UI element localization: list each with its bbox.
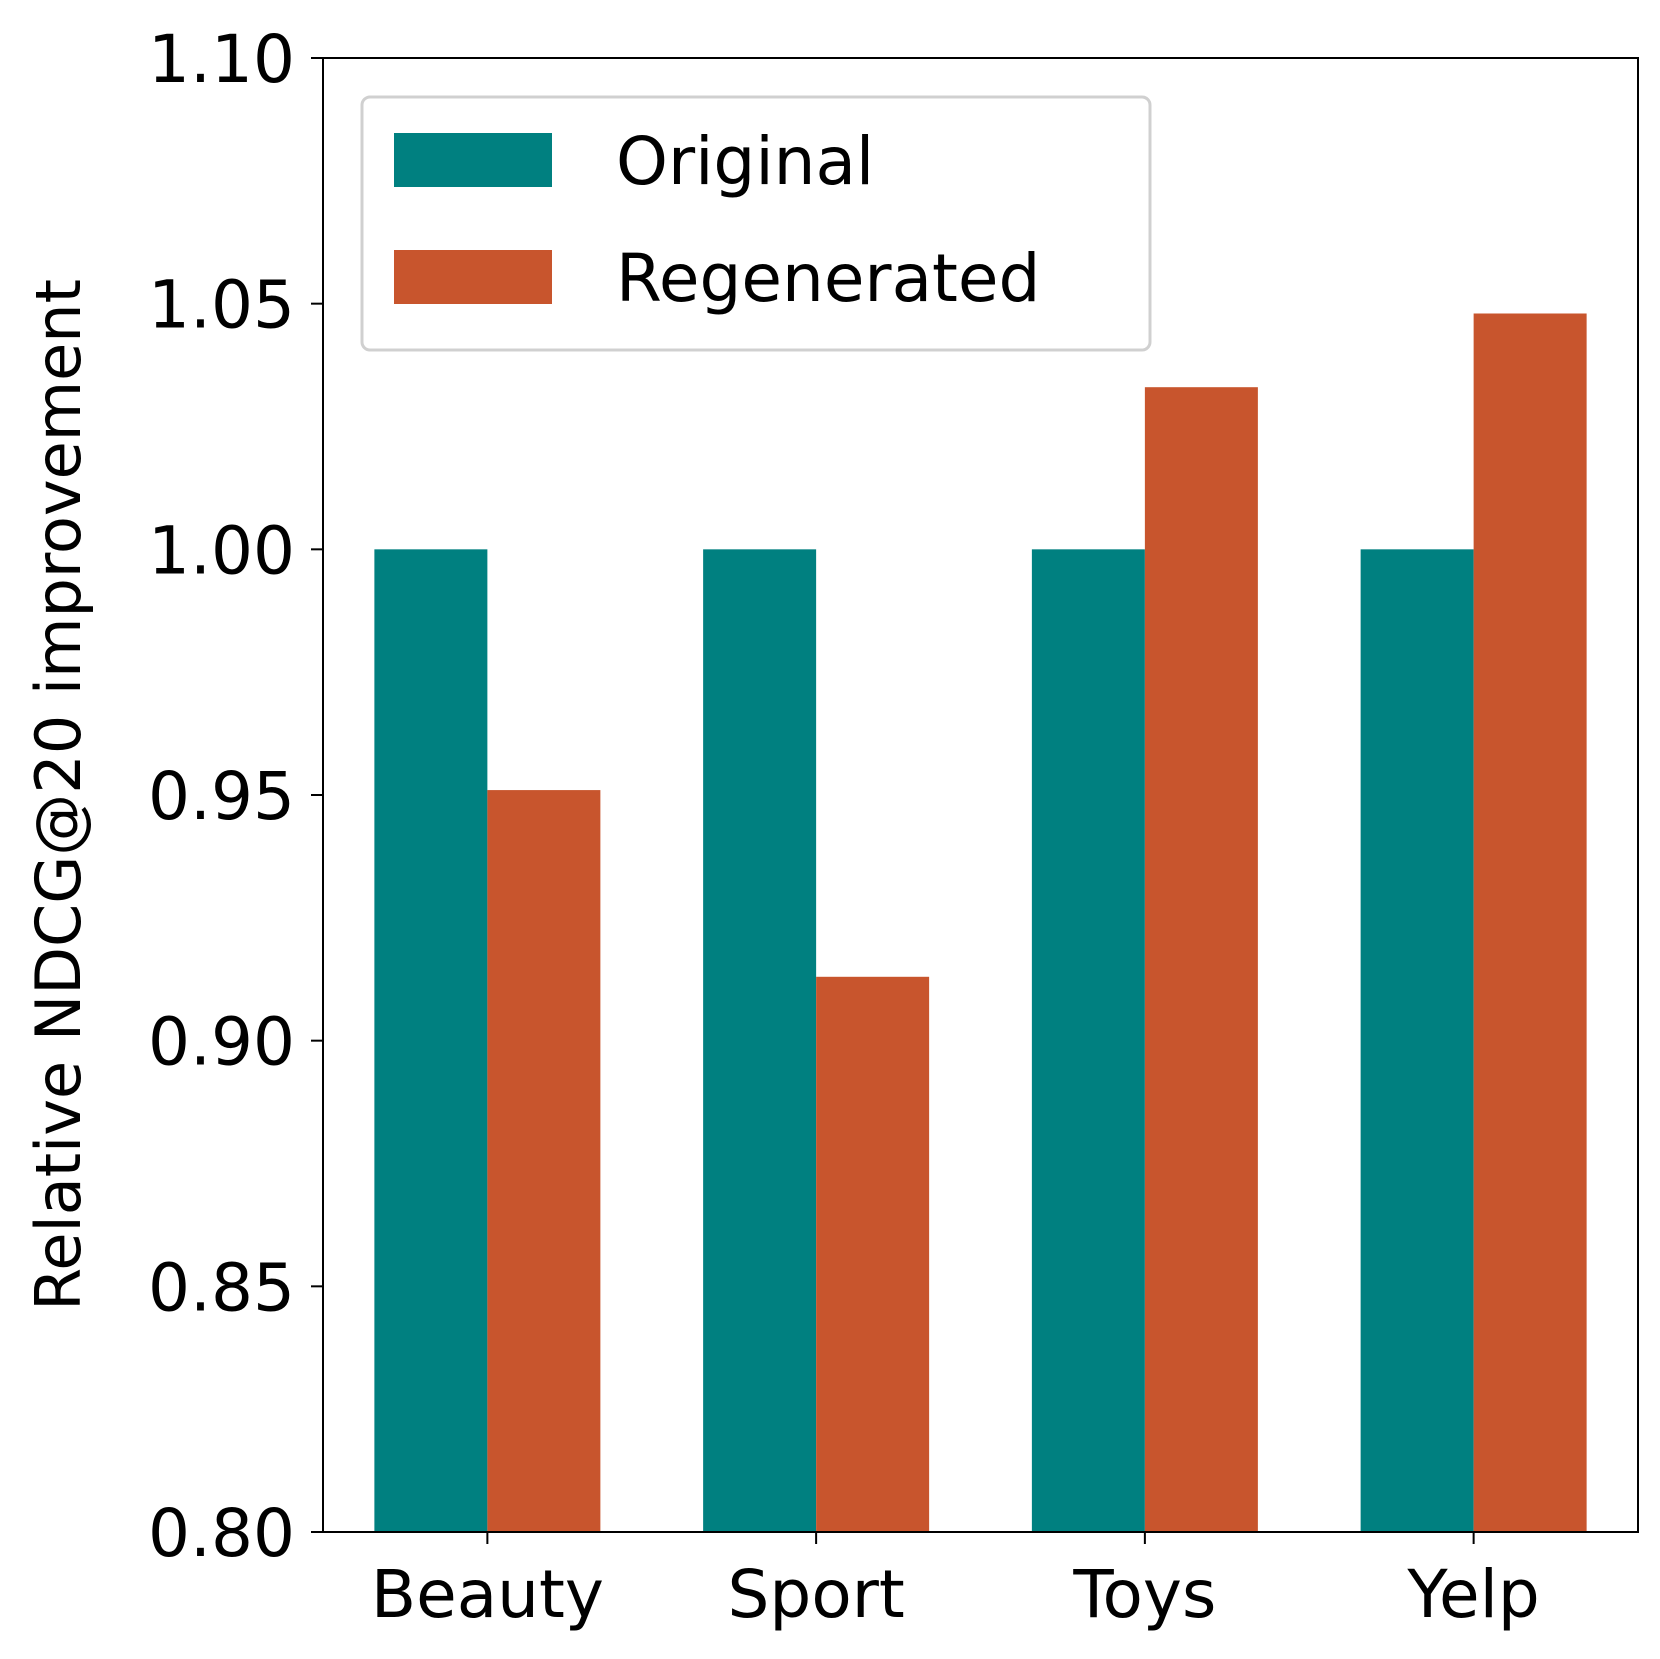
- legend: Original Regenerated: [360, 95, 1152, 352]
- bar-original-beauty: [374, 549, 488, 1532]
- bar-original-yelp: [1360, 549, 1474, 1532]
- x-tick-label-toys: Toys: [1072, 1556, 1216, 1633]
- y-axis-label: Relative NDCG@20 improvement: [22, 279, 95, 1311]
- bar-regenerated-sport: [816, 976, 930, 1532]
- y-tick-label: 0.95: [148, 758, 295, 835]
- y-tick-label: 0.85: [148, 1249, 295, 1326]
- y-tick-label: 0.80: [148, 1495, 295, 1572]
- x-tick-label-sport: Sport: [728, 1556, 905, 1633]
- x-tick-label-beauty: Beauty: [371, 1556, 604, 1633]
- bar-regenerated-beauty: [487, 790, 601, 1532]
- y-axis: 0.80 0.85 0.90 0.95 1.00 1.05 1.10: [148, 21, 323, 1572]
- y-tick-label: 0.90: [148, 1004, 295, 1081]
- legend-label-regenerated: Regenerated: [616, 240, 1040, 317]
- bar-regenerated-yelp: [1473, 313, 1587, 1532]
- bars-layer: [374, 313, 1587, 1532]
- x-axis: Beauty Sport Toys Yelp: [371, 1532, 1540, 1633]
- legend-swatch-regenerated: [394, 250, 552, 304]
- legend-swatch-original: [394, 133, 552, 187]
- bar-original-toys: [1031, 549, 1145, 1532]
- y-tick-label: 1.05: [148, 267, 295, 344]
- x-tick-label-yelp: Yelp: [1406, 1556, 1539, 1633]
- bar-regenerated-toys: [1144, 387, 1258, 1532]
- y-tick-label: 1.10: [148, 21, 295, 98]
- y-tick-label: 1.00: [148, 512, 295, 589]
- bar-original-sport: [703, 549, 817, 1532]
- legend-box: [360, 95, 1152, 352]
- legend-label-original: Original: [616, 123, 874, 200]
